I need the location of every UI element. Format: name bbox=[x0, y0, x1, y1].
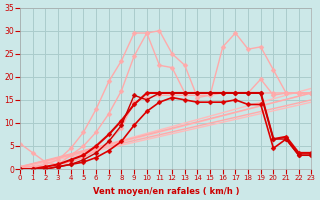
X-axis label: Vent moyen/en rafales ( km/h ): Vent moyen/en rafales ( km/h ) bbox=[92, 187, 239, 196]
